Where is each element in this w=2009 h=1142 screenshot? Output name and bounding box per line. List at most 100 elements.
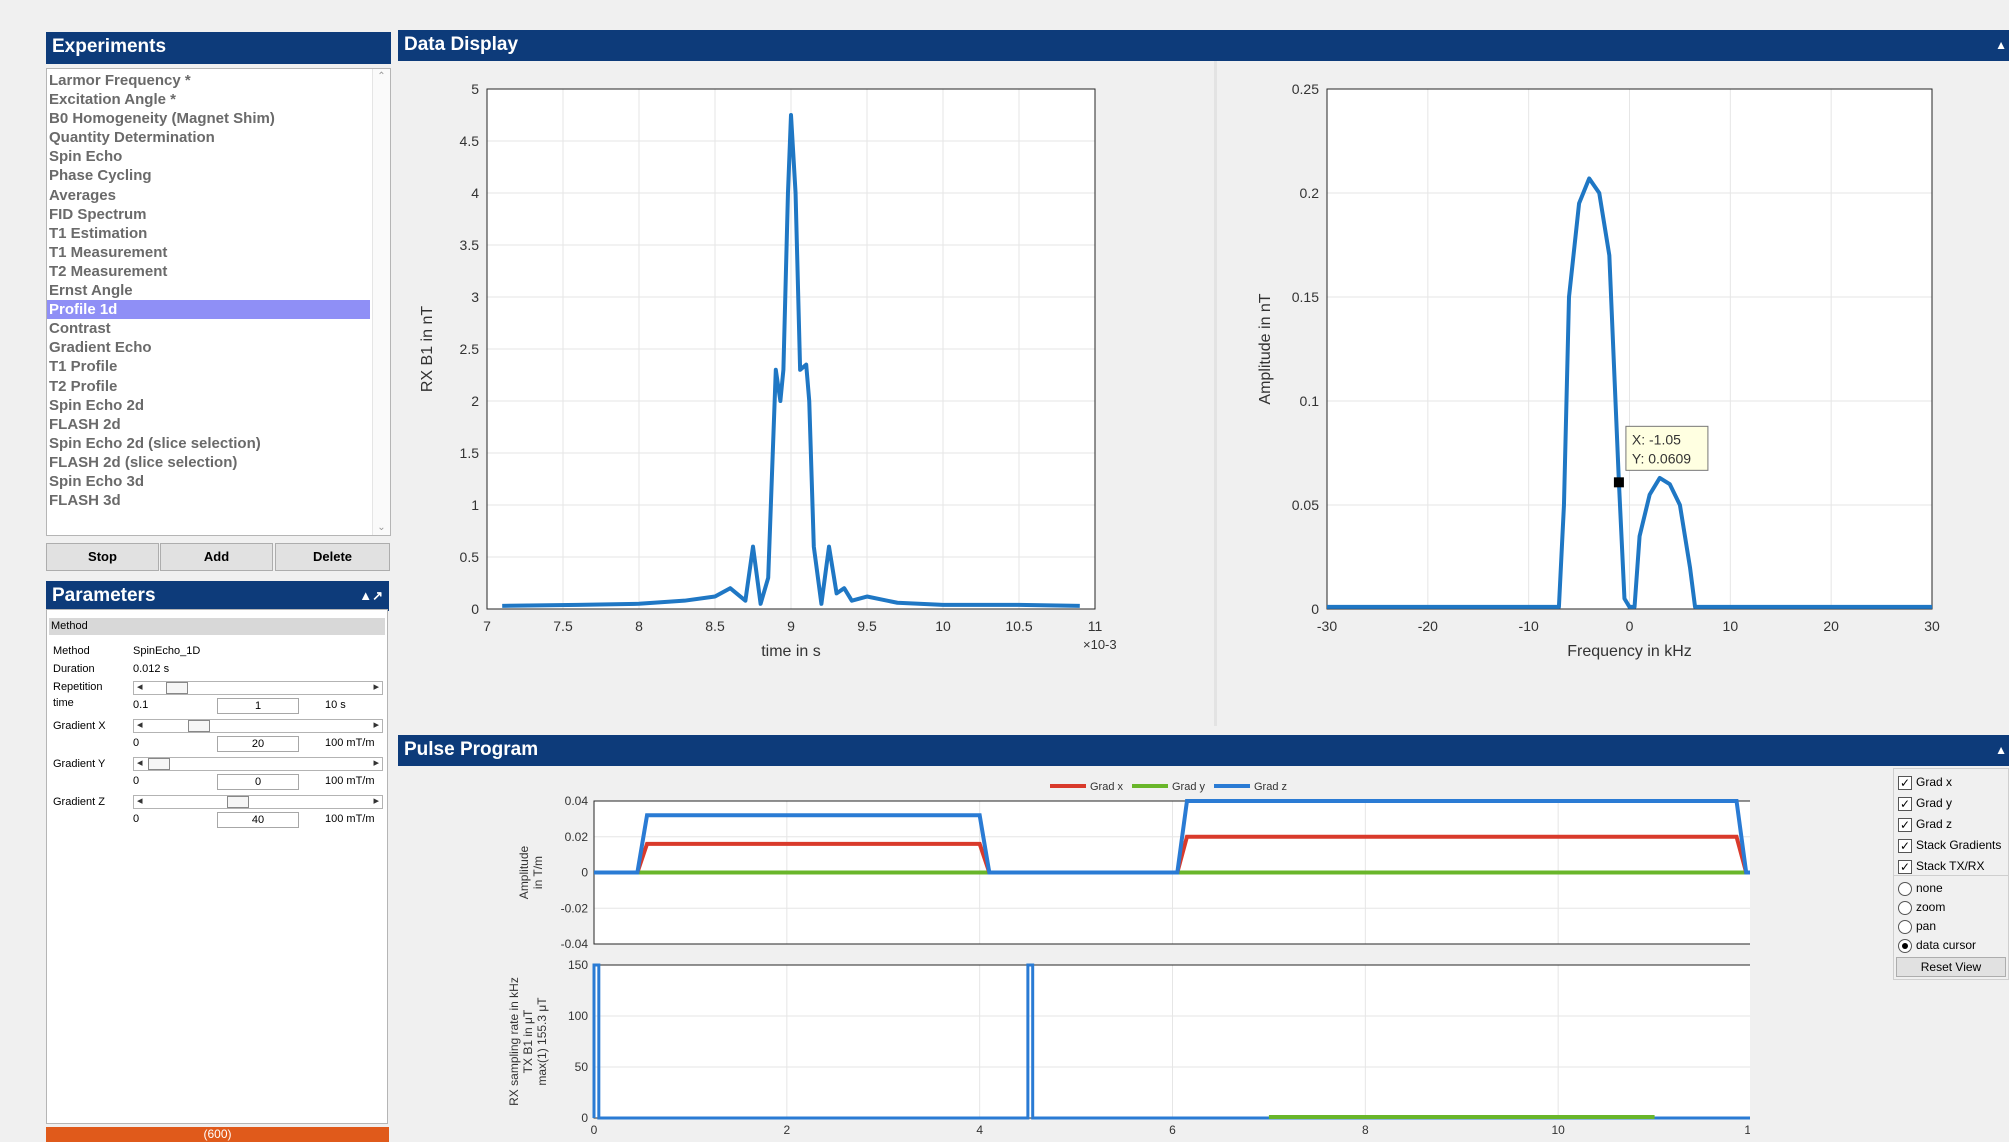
frequency-spectrum-chart[interactable]: -30 -20 -10 0 10 20 30 0 0.05 0.1 0.15 0.2 0.25 Frequ… <box>1230 70 2009 720</box>
rx-b1-time-chart[interactable]: 7 7.5 8 8.5 9 9.5 10 10.5 11 0 0.5 1 1.5 2 2.5 3 3.5 4 4.5… <box>410 70 1200 720</box>
gradient-x-label: Gradient X <box>53 720 106 732</box>
option-checkbox[interactable]: ✓ Grad z <box>1898 817 1952 832</box>
list-item[interactable]: FLASH 2d (slice selection) <box>49 453 238 471</box>
gradient-x-input[interactable]: 20 <box>217 736 299 752</box>
method-value: SpinEcho_1D <box>133 645 201 657</box>
y-tick-label: 1 <box>471 497 479 513</box>
y-tick-label: 100 <box>568 1009 588 1023</box>
repetition-slider[interactable]: ◂ ▸ <box>133 681 383 695</box>
slider-thumb[interactable] <box>165 682 188 694</box>
start-button[interactable]: (600) <box>46 1127 389 1142</box>
list-item[interactable]: Profile 1d <box>47 300 370 320</box>
collapse-icon[interactable]: ▲ <box>1995 743 2007 757</box>
slider-right-icon[interactable]: ▸ <box>373 719 379 731</box>
y-axis-label: RX sampling rate in kHz <box>507 977 521 1106</box>
list-item[interactable]: T1 Estimation <box>49 224 148 242</box>
collapse-icon[interactable]: ▲ <box>1995 38 2007 52</box>
checkbox-label: Grad y <box>1916 796 1953 810</box>
gradient-z-input[interactable]: 40 <box>217 812 299 828</box>
option-checkbox[interactable]: ✓ Stack TX/RX <box>1898 859 1984 874</box>
delete-button[interactable]: Delete <box>275 543 390 571</box>
y-tick-label: 150 <box>568 958 588 972</box>
datatip-x: X: -1.05 <box>1632 431 1681 447</box>
list-item[interactable]: T2 Measurement <box>49 262 168 280</box>
gradient-y-label: Gradient Y <box>53 758 106 770</box>
gradient-chart[interactable]: 0.04 0.02 0 -0.02 -0.04 Grad x Grad y Grad z Amp… <box>500 770 1750 955</box>
option-checkbox[interactable]: ✓ Grad x <box>1898 775 1952 790</box>
list-item[interactable]: B0 Homogeneity (Magnet Shim) <box>49 110 275 128</box>
scroll-down-icon[interactable]: ⌄ <box>377 522 386 533</box>
radio-icon[interactable] <box>1898 900 1912 915</box>
list-item[interactable]: Spin Echo 2d <box>49 396 145 414</box>
checkbox-checked-icon[interactable]: ✓ <box>1898 775 1912 790</box>
experiments-scrollbar[interactable]: ⌃ ⌄ <box>372 69 390 535</box>
option-radio[interactable]: data cursor <box>1898 938 1976 953</box>
radio-icon[interactable] <box>1898 938 1912 953</box>
y-tick-label: 50 <box>575 1060 589 1074</box>
slider-right-icon[interactable]: ▸ <box>373 681 379 693</box>
scroll-up-icon[interactable]: ⌃ <box>377 71 386 82</box>
x-tick-label: 4 <box>976 1123 983 1137</box>
gradient-z-slider[interactable]: ◂ ▸ <box>133 795 383 809</box>
list-item[interactable]: Spin Echo 2d (slice selection) <box>49 434 261 452</box>
x-tick-label: 7 <box>483 618 491 634</box>
reset-view-button[interactable]: Reset View <box>1896 957 2006 977</box>
gradient-x-slider[interactable]: ◂ ▸ <box>133 719 383 733</box>
option-radio[interactable]: none <box>1898 881 1943 896</box>
y-tick-label: 1.5 <box>460 445 480 461</box>
list-item[interactable]: T1 Measurement <box>49 243 168 261</box>
list-item[interactable]: T2 Profile <box>49 377 118 395</box>
axes-box <box>486 88 1096 610</box>
slider-right-icon[interactable]: ▸ <box>373 795 379 807</box>
x-tick-label: 10 <box>1723 618 1739 634</box>
slider-thumb[interactable] <box>227 796 250 808</box>
gradient-y-slider[interactable]: ◂ ▸ <box>133 757 383 771</box>
radio-icon[interactable] <box>1898 881 1912 896</box>
slider-right-icon[interactable]: ▸ <box>373 757 379 769</box>
list-item[interactable]: FID Spectrum <box>49 205 147 223</box>
add-button[interactable]: Add <box>160 543 273 571</box>
experiments-list[interactable]: Larmor Frequency * Excitation Angle * B0 H… <box>46 68 391 536</box>
list-item[interactable]: FLASH 3d <box>49 492 121 510</box>
slider-left-icon[interactable]: ◂ <box>137 681 143 693</box>
data-display-divider[interactable] <box>1214 61 1217 726</box>
datatip-y: Y: 0.0609 <box>1632 450 1691 466</box>
checkbox-checked-icon[interactable]: ✓ <box>1898 838 1912 853</box>
list-item[interactable]: Quantity Determination <box>49 129 215 147</box>
option-checkbox[interactable]: ✓ Stack Gradients <box>1898 838 2001 853</box>
list-item[interactable]: Gradient Echo <box>49 339 152 357</box>
list-item[interactable]: Phase Cycling <box>49 167 152 185</box>
stop-button[interactable]: Stop <box>46 543 159 571</box>
collapse-icon[interactable]: ▲↗ <box>359 588 383 603</box>
checkbox-checked-icon[interactable]: ✓ <box>1898 859 1912 874</box>
gradient-y-input[interactable]: 0 <box>217 774 299 790</box>
list-item[interactable]: Excitation Angle * <box>49 91 176 109</box>
list-item[interactable]: T1 Profile <box>49 358 118 376</box>
slider-left-icon[interactable]: ◂ <box>137 719 143 731</box>
repetition-input[interactable]: 1 <box>217 698 299 714</box>
option-radio[interactable]: zoom <box>1898 900 1945 915</box>
tx-rx-chart[interactable]: 0 2 4 6 8 10 12 150 100 50 0 RX sampling rate in kH… <box>500 955 1750 1142</box>
checkbox-checked-icon[interactable]: ✓ <box>1898 817 1912 832</box>
list-item[interactable]: Averages <box>49 186 116 204</box>
slider-left-icon[interactable]: ◂ <box>137 795 143 807</box>
y-axis-label: Amplitude in nT <box>1257 293 1274 404</box>
list-item[interactable]: Ernst Angle <box>49 282 133 300</box>
list-item[interactable]: Spin Echo 3d <box>49 472 145 490</box>
slider-left-icon[interactable]: ◂ <box>137 757 143 769</box>
legend-label: Grad y <box>1172 781 1206 793</box>
list-item[interactable]: Spin Echo <box>49 148 123 166</box>
radio-icon[interactable] <box>1898 919 1912 934</box>
y-tick-label: -0.04 <box>561 937 589 951</box>
list-item[interactable]: Larmor Frequency * <box>49 72 191 89</box>
y-tick-label: 0 <box>471 601 479 617</box>
option-radio[interactable]: pan <box>1898 919 1936 934</box>
y-tick-label: 0 <box>581 1111 588 1125</box>
slider-thumb[interactable] <box>148 758 170 770</box>
option-checkbox[interactable]: ✓ Grad y <box>1898 796 1952 811</box>
list-item[interactable]: FLASH 2d <box>49 415 121 433</box>
y-tick-label: 2.5 <box>460 341 480 357</box>
list-item[interactable]: Contrast <box>49 320 111 338</box>
slider-thumb[interactable] <box>187 720 210 732</box>
checkbox-checked-icon[interactable]: ✓ <box>1898 796 1912 811</box>
